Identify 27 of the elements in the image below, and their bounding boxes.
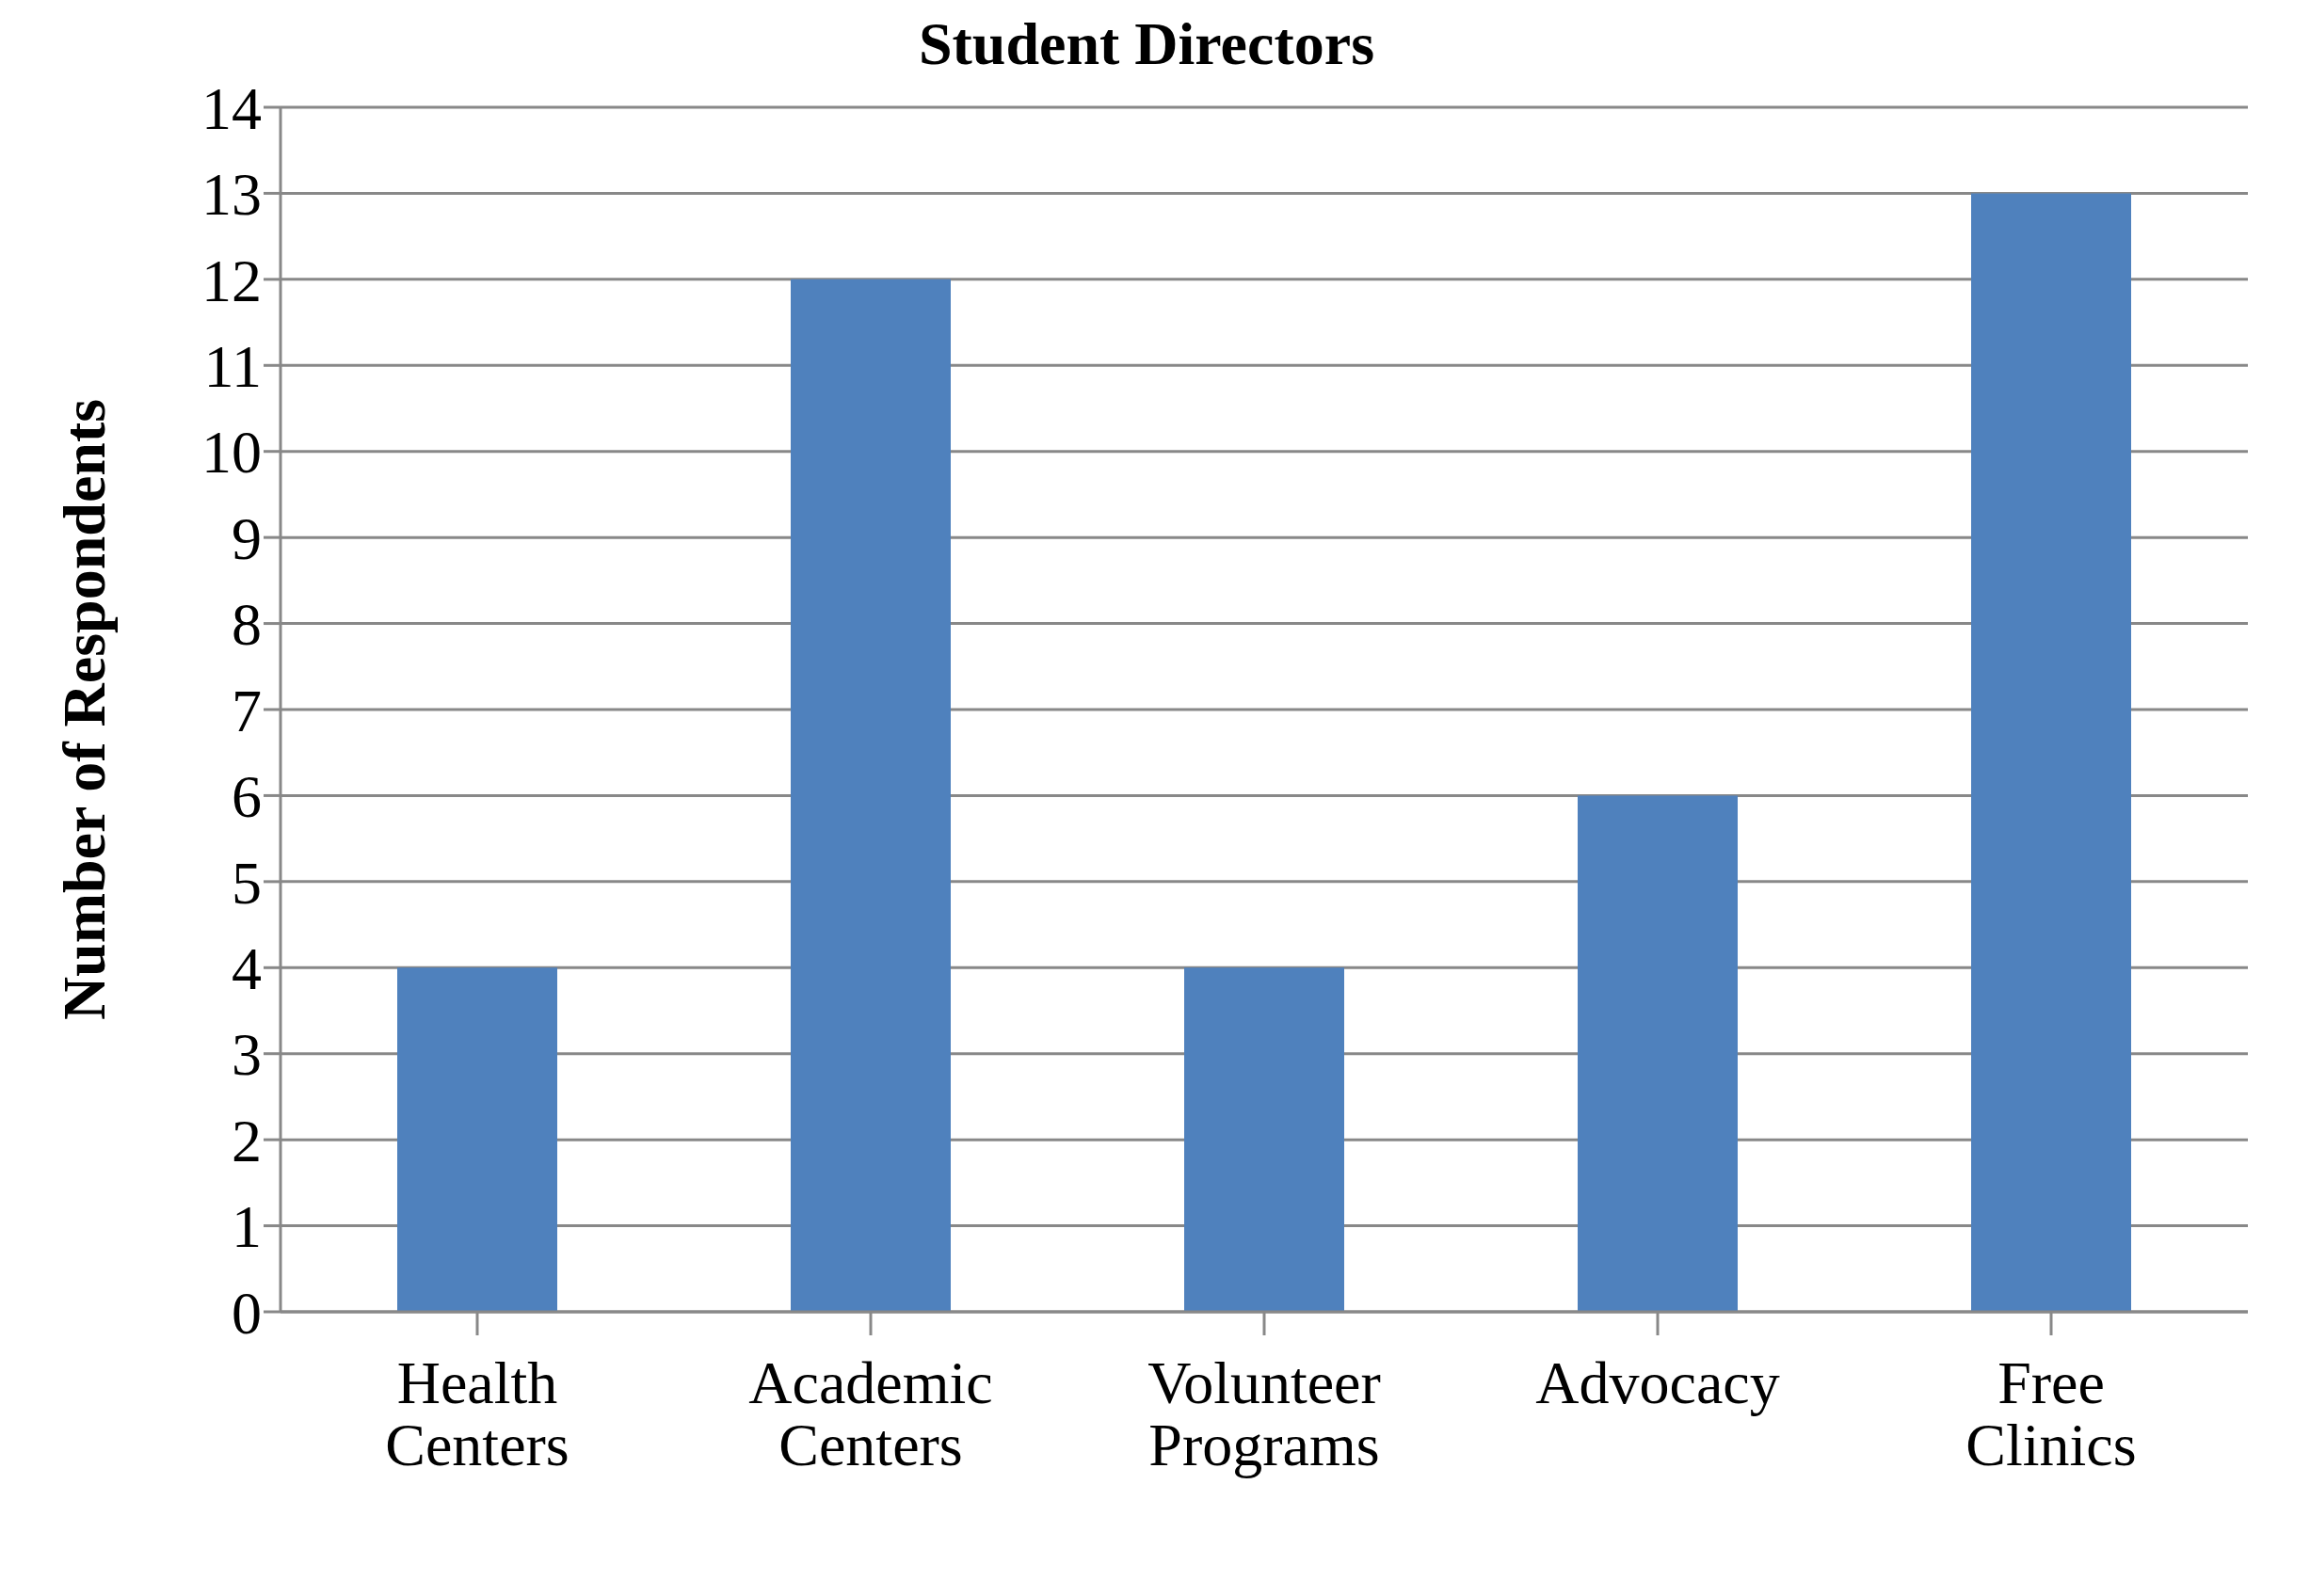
x-tick-label: Volunteer Programs — [1147, 1349, 1381, 1478]
bar — [791, 279, 951, 1312]
y-tick-label: 12 — [201, 247, 262, 314]
y-tick-label: 6 — [232, 763, 262, 831]
y-tick-label: 10 — [201, 419, 262, 487]
y-tick-label: 9 — [232, 504, 262, 572]
bar — [397, 967, 557, 1312]
y-tick-label: 11 — [203, 333, 262, 401]
y-tick-label: 8 — [232, 591, 262, 659]
x-tick-label: Health Centers — [385, 1349, 569, 1478]
x-tick-label: Advocacy — [1535, 1349, 1780, 1416]
bar — [1578, 795, 1738, 1312]
y-tick-label: 13 — [201, 161, 262, 229]
y-tick-label: 4 — [232, 935, 262, 1003]
x-tick-label: Free Clinics — [1965, 1349, 2137, 1478]
y-tick-label: 3 — [232, 1021, 262, 1089]
y-tick-label: 7 — [232, 677, 262, 744]
y-tick-label: 14 — [201, 74, 262, 142]
bar — [1971, 193, 2131, 1312]
y-tick-label: 2 — [232, 1107, 262, 1174]
y-tick-label: 1 — [232, 1193, 262, 1261]
x-tick-label: Academic Centers — [748, 1349, 993, 1478]
chart-title: Student Directors — [918, 10, 1375, 77]
bar — [1184, 967, 1344, 1312]
y-tick-label: 0 — [232, 1279, 262, 1347]
y-axis-title: Number of Respondents — [50, 398, 118, 1021]
y-tick-label: 5 — [232, 849, 262, 917]
